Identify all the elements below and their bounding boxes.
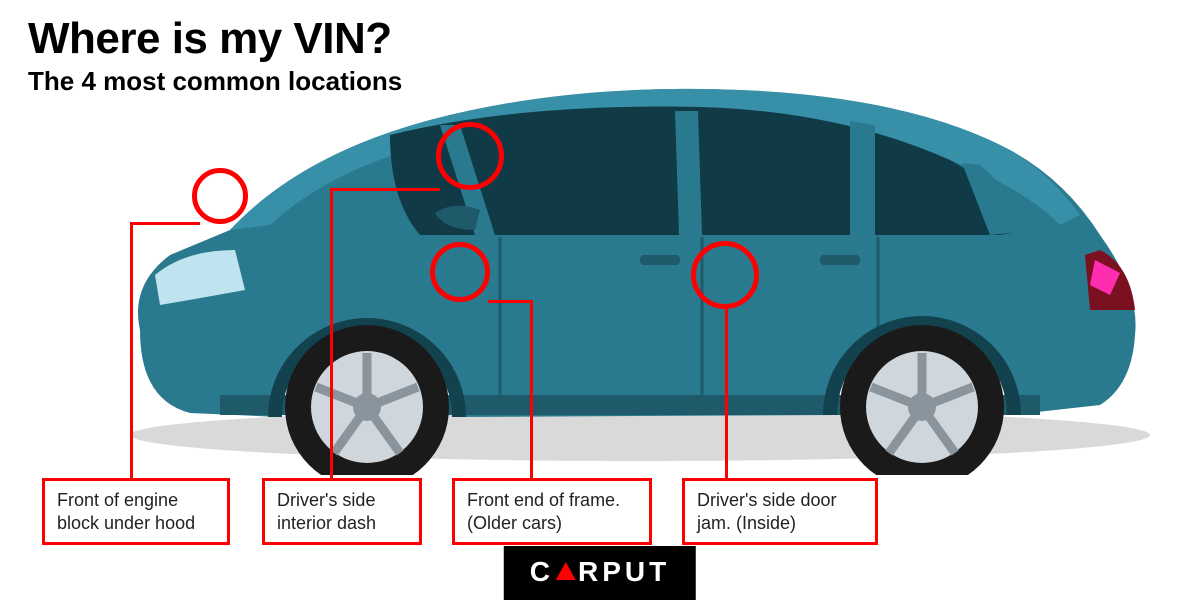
marker-door-jam bbox=[691, 241, 759, 309]
label-text: Front of engine bbox=[57, 490, 178, 510]
leader-line bbox=[130, 222, 200, 225]
label-door-jam: Driver's side door jam. (Inside) bbox=[682, 478, 878, 545]
label-engine-block: Front of engine block under hood bbox=[42, 478, 230, 545]
leader-line bbox=[530, 300, 533, 478]
label-text: (Older cars) bbox=[467, 513, 562, 533]
label-text: jam. (Inside) bbox=[697, 513, 796, 533]
leader-line bbox=[330, 188, 333, 478]
brand-logo: C RPUT bbox=[504, 546, 696, 600]
car-illustration bbox=[100, 55, 1160, 475]
marker-interior-dash bbox=[436, 122, 504, 190]
label-front-frame: Front end of frame. (Older cars) bbox=[452, 478, 652, 545]
label-text: Front end of frame. bbox=[467, 490, 620, 510]
leader-line bbox=[488, 300, 533, 303]
label-text: Driver's side door bbox=[697, 490, 836, 510]
leader-line bbox=[130, 222, 133, 478]
logo-triangle-icon bbox=[556, 562, 576, 580]
label-text: block under hood bbox=[57, 513, 195, 533]
leader-line bbox=[725, 308, 728, 478]
marker-front-frame bbox=[430, 242, 490, 302]
label-text: interior dash bbox=[277, 513, 376, 533]
leader-line bbox=[330, 188, 440, 191]
logo-suffix: RPUT bbox=[578, 556, 670, 588]
marker-engine-block bbox=[192, 168, 248, 224]
label-text: Driver's side bbox=[277, 490, 375, 510]
infographic-stage: Where is my VIN? The 4 most common locat… bbox=[0, 0, 1200, 600]
label-interior-dash: Driver's side interior dash bbox=[262, 478, 422, 545]
logo-prefix: C bbox=[530, 556, 554, 588]
